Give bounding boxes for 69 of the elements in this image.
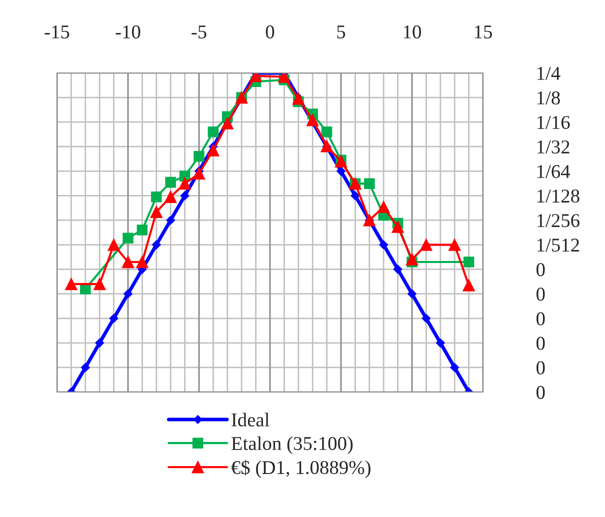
x-tick-label: -5 [192,26,206,38]
point [462,279,475,292]
point [192,167,206,180]
point [109,314,118,323]
y-tick-label: 0 [536,263,545,276]
point [65,278,78,290]
point [379,240,388,250]
y-tick-label: 1/16 [537,116,570,130]
point [165,176,176,188]
point [95,338,104,348]
point [180,191,190,200]
y-tick-label: 1/256 [537,214,580,228]
point [278,73,290,83]
point [292,92,304,105]
y-tick-label: 1/128 [537,190,580,203]
x-tick-label: 10 [404,25,421,38]
x-tick-label: 15 [474,25,492,38]
point [408,289,416,298]
point [151,192,162,202]
legend-label: Ideal [232,412,270,426]
point [450,363,460,372]
y-tick-label: 0 [536,288,545,301]
y-tick-label: 1/64 [537,165,570,178]
point [221,117,234,130]
point [321,126,332,138]
point [108,238,120,251]
x-tick-label: -15 [44,25,70,38]
y-tick-label: 0 [536,386,545,399]
point [80,363,90,372]
y-tick-label: 0 [536,361,545,374]
point [422,314,431,323]
legend-label: Etalon (35:100) [231,436,353,454]
point [124,289,132,298]
point [178,178,191,190]
point [122,256,134,268]
point [207,144,220,156]
y-tick-label: 0 [536,336,545,350]
point [392,220,404,233]
legend-label: €$ (D1, 1.0889%) [231,460,370,478]
point [166,216,176,225]
point [152,240,161,250]
point [194,151,204,162]
point [463,256,474,268]
y-tick-label: 1/4 [537,66,560,80]
point [306,114,319,126]
point [406,253,418,266]
point [350,191,360,200]
point [393,264,402,274]
point [208,126,219,138]
x-tick-label: 0 [266,25,274,38]
point [136,224,148,236]
point [94,278,106,290]
point [436,338,445,348]
y-tick-label: 1/32 [537,140,570,154]
y-tick-label: 0 [536,312,545,326]
x-tick-label: -10 [116,25,140,38]
point [420,238,432,251]
point [136,256,148,268]
point [150,206,162,218]
point [164,190,177,203]
point [378,200,390,214]
y-tick-label: 1/8 [537,91,560,104]
y-tick-label: 1/512 [537,238,579,252]
point [122,232,134,244]
point [80,284,91,294]
x-tick-label: 5 [337,26,346,38]
point [448,238,461,251]
point [336,166,346,176]
point [364,178,375,189]
